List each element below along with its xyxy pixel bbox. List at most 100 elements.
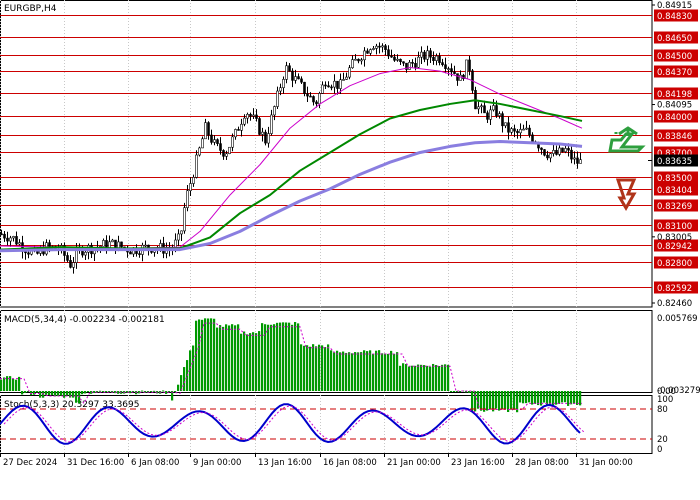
price-level-label-bg (654, 183, 698, 196)
candle-body (327, 85, 330, 88)
macd-histogram-bar (12, 378, 15, 391)
candle-body (252, 114, 255, 117)
macd-histogram-bar (138, 391, 141, 394)
candle-body (279, 87, 282, 92)
macd-histogram-bar (369, 350, 372, 391)
macd-histogram-bar (405, 363, 408, 391)
macd-histogram-bar (537, 391, 540, 406)
time-axis-label: 6 Jan 08:00 (131, 458, 179, 468)
price-level-label-bg (654, 219, 698, 232)
candle-body (363, 50, 366, 61)
macd-histogram-bar (573, 391, 576, 404)
macd-histogram-bar (315, 346, 318, 391)
up-arrow-shape (608, 126, 646, 153)
price-level-label-bg (654, 110, 698, 123)
macd-histogram-bar (231, 324, 234, 391)
candle-body (417, 56, 420, 68)
macd-histogram-bar (525, 391, 528, 404)
candle-body (201, 138, 204, 149)
price-level-label: 0.84198 (657, 90, 692, 100)
candle-body (213, 139, 216, 143)
candle-body (276, 90, 279, 107)
candle-body (540, 147, 543, 150)
price-level-label: 0.84500 (657, 52, 692, 62)
candle-body (318, 93, 321, 105)
candle-body (579, 159, 582, 164)
macd-histogram-bar (9, 376, 12, 391)
macd-histogram-bar (48, 391, 51, 395)
macd-histogram-bar (216, 327, 219, 391)
candle-body (429, 50, 432, 58)
candle-body (258, 118, 261, 135)
candle-body (330, 86, 333, 89)
candle-body (408, 62, 411, 70)
macd-histogram-bar (63, 391, 66, 398)
candle-body (369, 49, 372, 54)
candle-body (216, 139, 219, 144)
macd-histogram-bar (51, 391, 54, 396)
macd-histogram-bar (27, 391, 30, 392)
macd-histogram-bar (192, 345, 195, 391)
macd-histogram-bar (39, 391, 42, 398)
macd-histogram-bar (441, 364, 444, 391)
macd-histogram-bar (33, 391, 36, 395)
macd-histogram-bar (21, 391, 24, 395)
candle-body (177, 233, 180, 241)
macd-histogram-bar (240, 333, 243, 391)
candle-body (192, 177, 195, 184)
macd-histogram-bar (339, 352, 342, 391)
candle-body (240, 123, 243, 131)
macd-histogram-bar (228, 325, 231, 391)
candle-body (390, 55, 393, 58)
candle-body (366, 50, 369, 54)
candle-body (348, 67, 351, 78)
candle-body (393, 56, 396, 61)
macd-histogram-bar (513, 391, 516, 410)
current-price-label: 0.83635 (657, 157, 692, 167)
candle-body (357, 58, 360, 62)
price-level-label: 0.82942 (657, 242, 692, 252)
macd-histogram-bar (93, 391, 96, 394)
macd-histogram-bar (102, 391, 105, 393)
macd-histogram-bar (507, 391, 510, 412)
macd-histogram-bar (246, 334, 249, 391)
stoch-panel-frame (0, 395, 653, 454)
macd-histogram-bar (552, 391, 555, 406)
macd-histogram-bar (177, 384, 180, 391)
macd-histogram-bar (381, 353, 384, 391)
candle-body (333, 80, 336, 88)
price-level-label: 0.83404 (657, 186, 692, 196)
candle-body (267, 133, 270, 144)
macd-histogram-bar (498, 391, 501, 411)
symbol-label: EURGBP,H4 (4, 4, 57, 14)
macd-histogram-bar (204, 318, 207, 391)
candle-body (450, 68, 453, 73)
time-axis-label: 27 Dec 2024 (3, 458, 57, 468)
macd-histogram-bar (249, 333, 252, 391)
up-arrow-icon (608, 126, 646, 153)
macd-histogram-bar (522, 391, 525, 404)
macd-histogram-bar (174, 391, 177, 392)
price-level-label-bg (654, 49, 698, 62)
price-level-label: 0.84370 (657, 68, 692, 78)
macd-histogram-bar (222, 326, 225, 391)
candle-body (546, 154, 549, 159)
stoch-main-line (0, 403, 581, 445)
candle-body (282, 79, 285, 89)
macd-histogram-bar (474, 391, 477, 412)
candle-body (294, 76, 297, 81)
candle-body (9, 237, 12, 242)
candle-body (426, 50, 429, 60)
candle-body (354, 58, 357, 61)
candle-body (498, 113, 501, 117)
macd-axis-label: 0.00 (657, 387, 676, 397)
moving-average-fast-line (0, 67, 583, 249)
candle-body (420, 51, 423, 58)
candle-body (129, 251, 132, 255)
macd-histogram-bar (531, 391, 534, 405)
candle-body (414, 63, 417, 68)
macd-histogram-bar (189, 350, 192, 391)
macd-histogram-bar (333, 352, 336, 391)
candle-body (558, 147, 561, 155)
candle-body (324, 84, 327, 87)
